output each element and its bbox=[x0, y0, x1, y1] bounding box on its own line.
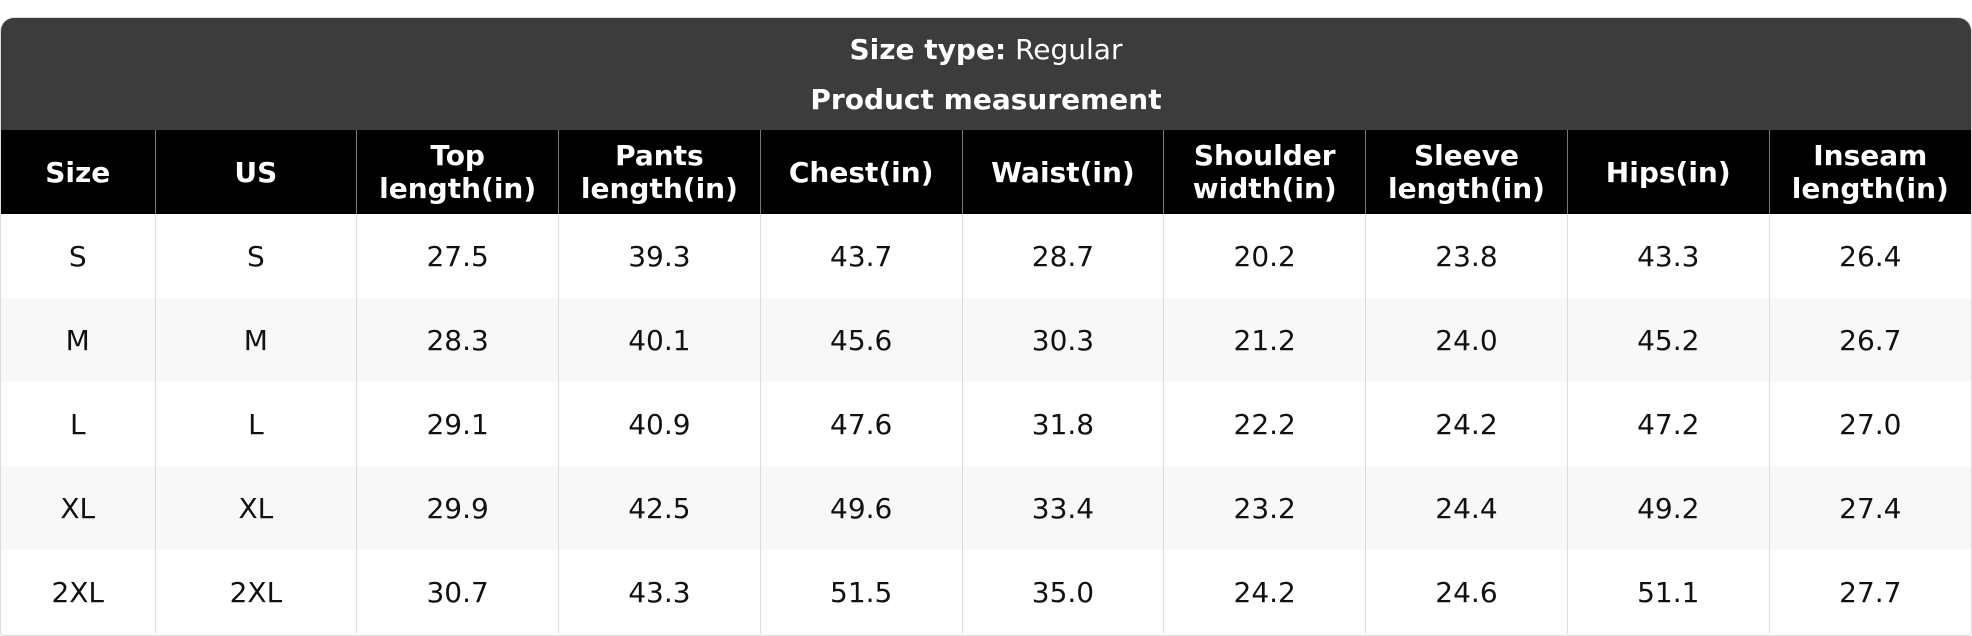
table-cell: 24.2 bbox=[1163, 550, 1367, 634]
table-cell: 24.0 bbox=[1365, 298, 1568, 382]
table-cell: 24.2 bbox=[1365, 382, 1568, 466]
column-header: Waist(in) bbox=[962, 130, 1165, 214]
table-cell: 26.4 bbox=[1839, 239, 1902, 273]
column-header: Hips(in) bbox=[1567, 130, 1770, 214]
table-cell: 47.2 bbox=[1567, 382, 1770, 466]
table-cell: 42.5 bbox=[558, 466, 761, 550]
column-header: US bbox=[155, 130, 358, 214]
table-cell: 33.4 bbox=[962, 466, 1165, 550]
table-cell: 28.3 bbox=[356, 298, 560, 382]
table-row: M M 28.3 40.1 45.6 30.3 21.2 24.0 45.2 26.7 bbox=[1, 298, 1971, 382]
column-header: Size bbox=[1, 130, 156, 214]
table-cell: 2XL bbox=[155, 550, 358, 634]
table-cell: L bbox=[155, 382, 358, 466]
column-header: Shoulder width(in) bbox=[1163, 130, 1367, 214]
subtitle: Product measurement bbox=[810, 83, 1162, 116]
table-cell: S bbox=[155, 214, 358, 298]
table-cell: 26.7 bbox=[1769, 298, 1971, 382]
table-cell: 47.6 bbox=[760, 382, 963, 466]
table-cell: 40.9 bbox=[558, 382, 761, 466]
table-cell: 51.1 bbox=[1567, 550, 1770, 634]
table-row: L L 29.1 40.9 47.6 31.8 22.2 24.2 47.2 27.0 bbox=[1, 382, 1971, 466]
table-cell: 27.0 bbox=[1839, 407, 1902, 441]
table-cell: 43.3 bbox=[1567, 214, 1770, 298]
table-cell: M bbox=[1, 298, 156, 382]
table-cell: 24.6 bbox=[1365, 550, 1568, 634]
table-cell: 2XL bbox=[1, 550, 156, 634]
table-cell: 29.1 bbox=[356, 382, 560, 466]
table-cell: 23.8 bbox=[1365, 214, 1568, 298]
table-body: S S 27.5 39.3 43.7 28.7 20.2 23.8 43.3 26.4 M M 28.3… bbox=[1, 214, 1971, 634]
table-cell: 28.7 bbox=[962, 214, 1165, 298]
table-cell: 43.7 bbox=[760, 214, 963, 298]
table-cell: 23.2 bbox=[1163, 466, 1367, 550]
table-cell: 22.2 bbox=[1163, 382, 1367, 466]
table-cell: 27.5 bbox=[356, 214, 560, 298]
table-cell: 45.6 bbox=[760, 298, 963, 382]
table-cell: 30.7 bbox=[356, 550, 560, 634]
table-cell: L bbox=[1, 382, 156, 466]
table-cell: 40.1 bbox=[558, 298, 761, 382]
column-header: Inseam length(in) bbox=[1769, 130, 1971, 214]
column-header: Top length(in) bbox=[356, 130, 560, 214]
chart-header: Size type: Regular Product measurement bbox=[1, 18, 1971, 130]
table-cell: 27.7 bbox=[1839, 575, 1902, 609]
table-cell: 49.6 bbox=[760, 466, 963, 550]
table-row: XL XL 29.9 42.5 49.6 33.4 23.2 24.4 49.2 27.4 bbox=[1, 466, 1971, 550]
table-row: 2XL 2XL 30.7 43.3 51.5 35.0 24.2 24.6 51.1 27.7 bbox=[1, 550, 1971, 634]
measurement-table: Size US Top length(in) Pants length(in) Ches… bbox=[1, 130, 1971, 634]
table-cell: XL bbox=[155, 466, 358, 550]
table-row: S S 27.5 39.3 43.7 28.7 20.2 23.8 43.3 26.4 bbox=[1, 214, 1971, 298]
table-cell: 45.2 bbox=[1567, 298, 1770, 382]
size-type-value: Regular bbox=[1015, 33, 1123, 66]
column-header: Chest(in) bbox=[760, 130, 963, 214]
table-cell: 51.5 bbox=[760, 550, 963, 634]
table-cell: 35.0 bbox=[962, 550, 1165, 634]
column-header: Sleeve length(in) bbox=[1365, 130, 1568, 214]
table-cell: S bbox=[1, 214, 156, 298]
table-cell: 24.4 bbox=[1365, 466, 1568, 550]
table-cell: 43.3 bbox=[558, 550, 761, 634]
size-chart: Size type: Regular Product measurement S… bbox=[0, 17, 1972, 636]
table-cell: 20.2 bbox=[1163, 214, 1367, 298]
table-cell: 39.3 bbox=[558, 214, 761, 298]
table-cell: XL bbox=[1, 466, 156, 550]
table-cell: M bbox=[155, 298, 358, 382]
table-cell: 31.8 bbox=[962, 382, 1165, 466]
header-row: Size US Top length(in) Pants length(in) Ches… bbox=[1, 130, 1971, 214]
column-header: Pants length(in) bbox=[558, 130, 761, 214]
size-type-label: Size type: bbox=[849, 33, 1007, 66]
table-cell: 27.4 bbox=[1769, 466, 1971, 550]
table-cell: 30.3 bbox=[962, 298, 1165, 382]
size-type: Size type: Regular bbox=[1, 18, 1971, 74]
table-cell: 49.2 bbox=[1567, 466, 1770, 550]
table-cell: 29.9 bbox=[356, 466, 560, 550]
table-cell: 21.2 bbox=[1163, 298, 1367, 382]
